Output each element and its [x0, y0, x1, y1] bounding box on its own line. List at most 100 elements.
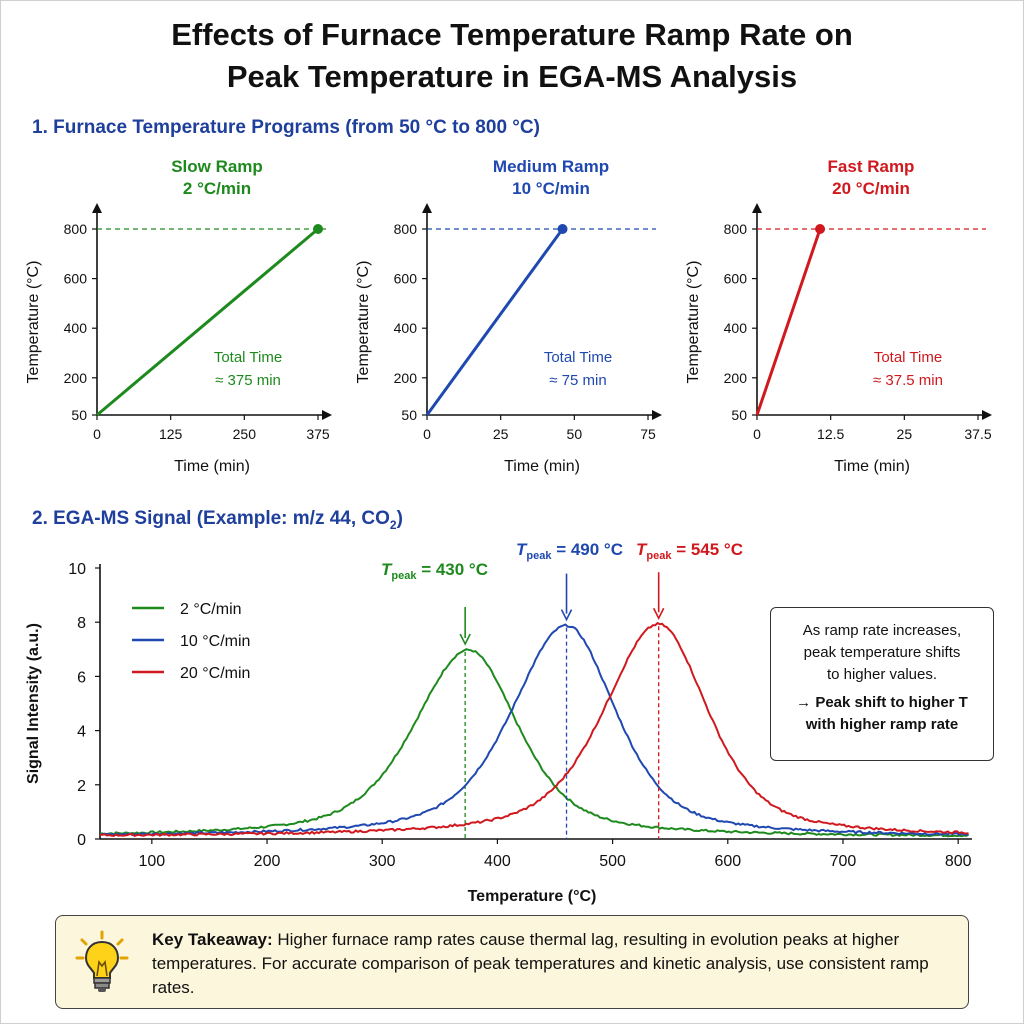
x-tick-label: 375: [306, 426, 330, 442]
peak-arrowhead-2: [560, 609, 573, 622]
x-tick-label: 400: [484, 853, 511, 870]
key-takeaway-box: Key Takeaway: Higher furnace ramp rates …: [55, 915, 969, 1009]
x-tick-label: 300: [369, 853, 396, 870]
x-tick-label: 37.5: [964, 426, 991, 442]
ramp-line: [755, 228, 822, 416]
legend-label-1: 2 °C/min: [180, 601, 242, 618]
ramp-chart-medium: 50 200 400 600 800 0 25 50 75 Time (min) Temperatu…: [355, 203, 662, 475]
x-tick-label: 0: [423, 426, 431, 442]
x-tick-label: 200: [254, 853, 281, 870]
x-tick-label: 75: [640, 426, 656, 442]
x-axis-label: Time (min): [834, 458, 910, 475]
peak-arrowhead-1: [459, 633, 471, 646]
x-tick-label: 25: [897, 426, 913, 442]
y-axis-label: Temperature (°C): [685, 261, 702, 384]
y-axis-label: Temperature (°C): [25, 261, 42, 384]
total-time-value: ≈ 37.5 min: [873, 372, 943, 389]
y-tick-label: 200: [724, 370, 748, 386]
ramp-title-medium: Medium Ramp 10 °C/min: [431, 156, 671, 200]
section-1-heading: 1. Furnace Temperature Programs (from 50…: [32, 117, 540, 138]
x-tick-label: 500: [599, 853, 626, 870]
x-tick-label: 700: [830, 853, 857, 870]
ramp-title-slow: Slow Ramp 2 °C/min: [97, 156, 337, 200]
x-tick-label: 25: [493, 426, 509, 442]
lightbulb-icon: [75, 930, 129, 992]
y-tick-label: 800: [724, 221, 748, 237]
series-line-3: [99, 621, 969, 838]
x-axis-label: Time (min): [504, 458, 580, 475]
total-time-label: Total Time: [874, 349, 942, 366]
peak-label-2: Tpeak = 490 °C: [516, 540, 623, 562]
peak-label-1: Tpeak = 430 °C: [381, 560, 488, 582]
y-tick-label: 4: [77, 724, 86, 741]
section-2-heading-close: ): [396, 508, 403, 529]
y-tick-label: 50: [401, 407, 417, 423]
section-2-heading-subscript: 2: [389, 517, 397, 532]
x-axis-label: Time (min): [174, 458, 250, 475]
ramp-title-fast-rate: 20 °C/min: [832, 179, 910, 198]
ramp-title-slow-rate: 2 °C/min: [182, 179, 252, 198]
note-conclusion-line-2: with higher ramp rate: [805, 716, 959, 733]
y-tick-label: 8: [77, 615, 86, 632]
y-tick-label: 50: [71, 407, 87, 423]
y-tick-label: 6: [77, 669, 86, 686]
ramp-title-slow-name: Slow Ramp: [171, 157, 263, 176]
peak-label-3: Tpeak = 545 °C: [636, 540, 743, 562]
x-axis-arrow: [982, 410, 992, 420]
y-tick-label: 400: [64, 320, 88, 336]
ramp-title-fast: Fast Ramp 20 °C/min: [751, 156, 991, 200]
ramp-chart-slow: 50 200 400 600 800 0 125 250 375 Time (min) Temper…: [25, 203, 332, 475]
ramp-chart-fast: 50 200 400 600 800 0 12.5 25 37.5 Time (min) Tempe…: [685, 203, 992, 475]
note-conclusion-line-1: → Peak shift to higher T: [796, 694, 968, 711]
x-tick-label: 50: [567, 426, 583, 442]
x-tick-label: 125: [159, 426, 183, 442]
x-tick-label: 0: [93, 426, 101, 442]
legend-label-2: 10 °C/min: [180, 633, 250, 650]
ramp-end-point: [557, 224, 568, 234]
ramp-title-medium-name: Medium Ramp: [492, 157, 610, 176]
y-tick-label: 10: [68, 561, 86, 578]
y-tick-label: 800: [64, 221, 88, 237]
ramp-line: [96, 227, 319, 417]
total-time-value: ≈ 75 min: [549, 372, 606, 389]
y-tick-label: 0: [77, 832, 86, 849]
key-takeaway-text: Key Takeaway: Higher furnace ramp rates …: [152, 928, 952, 1000]
x-axis-arrow: [322, 410, 332, 420]
ramp-line: [425, 228, 564, 416]
section-2-heading-text: 2. EGA-MS Signal (Example: m/z 44, CO: [32, 508, 390, 529]
page-title: Effects of Furnace Temperature Ramp Rate…: [0, 14, 1024, 98]
ramp-title-medium-rate: 10 °C/min: [512, 179, 590, 198]
y-tick-label: 800: [394, 221, 418, 237]
title-line-2: Peak Temperature in EGA-MS Analysis: [226, 59, 798, 94]
section-2-heading: 2. EGA-MS Signal (Example: m/z 44, CO2): [32, 508, 403, 532]
key-takeaway-label: Key Takeaway:: [152, 930, 273, 949]
y-tick-label: 600: [724, 271, 748, 287]
ramp-title-fast-name: Fast Ramp: [827, 157, 915, 176]
x-axis-label: Temperature (°C): [468, 888, 597, 905]
y-tick-label: 50: [731, 407, 747, 423]
y-tick-label: 400: [394, 320, 418, 336]
x-tick-label: 600: [714, 853, 741, 870]
key-takeaway-body: Higher furnace ramp rates cause thermal …: [152, 930, 929, 997]
x-tick-label: 250: [233, 426, 257, 442]
series-line-1: [99, 648, 969, 838]
x-tick-label: 800: [945, 853, 972, 870]
note-line-3: to higher values.: [826, 666, 938, 683]
y-axis-label: Temperature (°C): [355, 261, 372, 384]
signal-chart: 0 2 4 6 8 10 100 200 300 400 500 600 700 800 Temperatu…: [25, 540, 972, 905]
note-line-1: As ramp rate increases,: [802, 622, 962, 639]
x-axis-arrow: [652, 410, 662, 420]
y-tick-label: 200: [394, 370, 418, 386]
total-time-label: Total Time: [544, 349, 612, 366]
ramp-end-point: [815, 224, 826, 234]
y-tick-label: 400: [724, 320, 748, 336]
peak-arrowhead-3: [652, 607, 665, 621]
x-tick-label: 0: [753, 426, 761, 442]
y-tick-label: 600: [64, 271, 88, 287]
legend-label-3: 20 °C/min: [180, 665, 250, 682]
title-line-1: Effects of Furnace Temperature Ramp Rate…: [171, 17, 853, 52]
total-time-value: ≈ 375 min: [215, 372, 281, 389]
y-tick-label: 200: [64, 370, 88, 386]
x-tick-label: 12.5: [817, 426, 844, 442]
